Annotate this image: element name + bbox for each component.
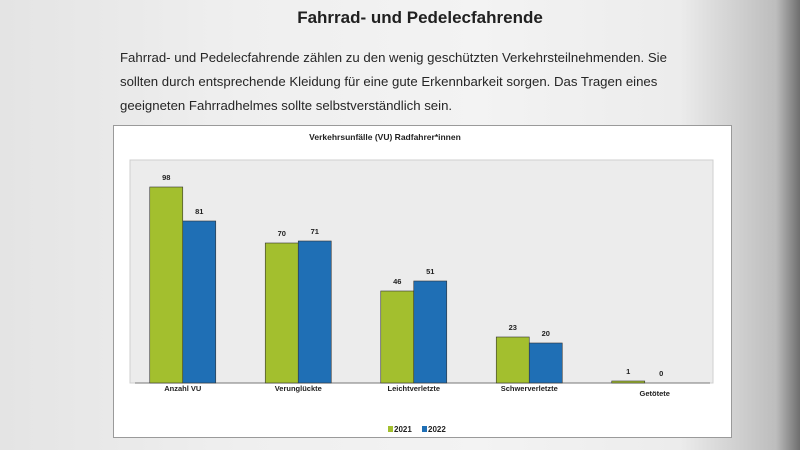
data-label: 23	[509, 323, 517, 332]
bar-2021-2	[264, 242, 299, 384]
bar-2021-5	[611, 380, 646, 384]
bar-2022-4	[528, 342, 563, 384]
legend-swatch-2022	[422, 426, 427, 432]
category-label: Leichtverletzte	[387, 384, 440, 393]
bar-2021-4	[495, 336, 530, 384]
bars-group: 98 81 Anzahl VU 70 71 Verunglückte 46 51 Leichtv…	[149, 173, 670, 398]
data-label: 98	[162, 173, 170, 182]
data-label: 81	[195, 207, 203, 216]
legend-label: 2021	[394, 425, 412, 434]
bar-2021-1	[149, 186, 184, 384]
page-title: Fahrrad- und Pedelecfahrende	[297, 8, 543, 27]
data-label: 46	[393, 277, 401, 286]
category-label: Getötete	[640, 389, 670, 398]
category-label: Schwerverletzte	[501, 384, 558, 393]
data-label: 70	[278, 229, 286, 238]
data-label: 0	[659, 369, 663, 378]
bar-2022-1	[182, 220, 217, 384]
intro-line: geeigneten Fahrradhelmes sollte selbstve…	[120, 98, 453, 113]
legend-label: 2022	[428, 425, 446, 434]
legend: 2021 2022	[388, 425, 446, 434]
category-label: Verunglückte	[275, 384, 322, 393]
data-label: 51	[426, 267, 434, 276]
chart-title: Verkehrsunfälle (VU) Radfahrer*innen	[309, 132, 461, 142]
category-label: Anzahl VU	[164, 384, 201, 393]
intro-paragraph: Fahrrad- und Pedelecfahrende zählen zu d…	[120, 46, 730, 118]
data-label: 20	[542, 329, 550, 338]
bar-2022-2	[297, 240, 332, 384]
data-label: 1	[626, 367, 630, 376]
bar-2022-3	[413, 280, 448, 384]
bar-2021-3	[380, 290, 415, 384]
data-label: 71	[311, 227, 319, 236]
intro-line: sollten durch entsprechende Kleidung für…	[120, 74, 658, 89]
legend-swatch-2021	[388, 426, 393, 432]
intro-line: Fahrrad- und Pedelecfahrende zählen zu d…	[120, 50, 667, 65]
